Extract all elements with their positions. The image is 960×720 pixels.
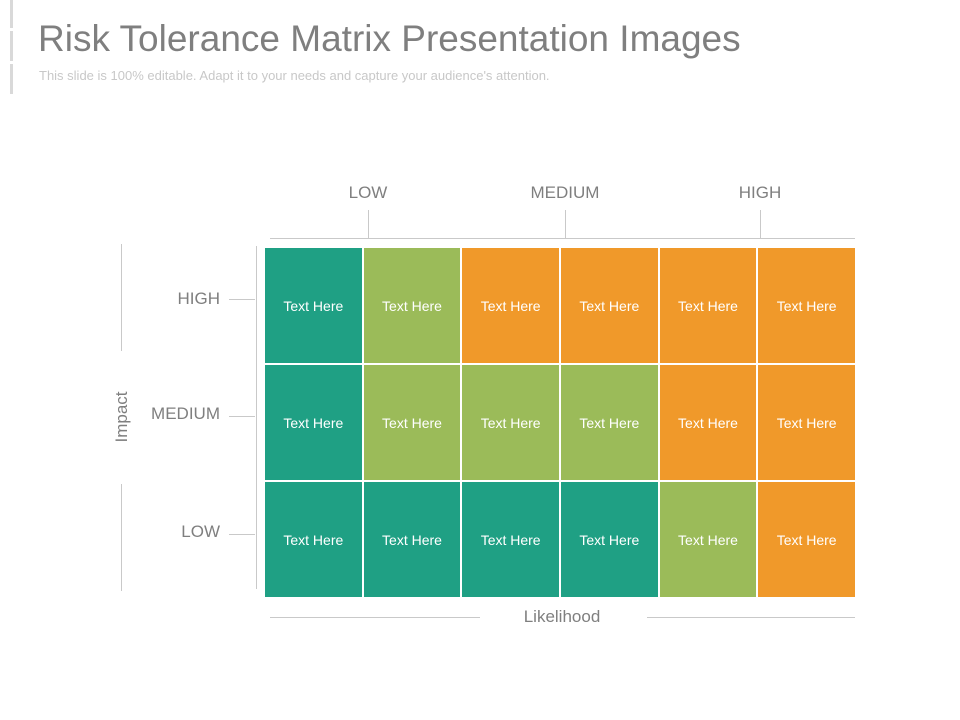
matrix-cell: Text Here <box>659 248 757 363</box>
page-subtitle: This slide is 100% editable. Adapt it to… <box>39 68 550 83</box>
title-accent-bar <box>10 64 13 94</box>
risk-matrix: Text Here Text Here Text Here Text Here Text… <box>265 248 855 597</box>
likelihood-axis-rule <box>270 617 480 618</box>
column-axis-rule <box>270 238 855 239</box>
matrix-cell: Text Here <box>462 365 559 480</box>
row-label-high: HIGH <box>177 289 221 308</box>
matrix-cell: Text Here <box>462 482 559 597</box>
matrix-cell: Text Here <box>560 365 658 480</box>
matrix-cell: Text Here <box>758 248 855 363</box>
column-label-medium: MEDIUM <box>530 183 600 202</box>
matrix-cell: Text Here <box>462 248 559 363</box>
impact-axis-rule <box>121 484 122 591</box>
column-tick <box>760 210 761 238</box>
matrix-cell: Text Here <box>265 482 362 597</box>
matrix-cell: Text Here <box>363 482 461 597</box>
row-axis-rule <box>256 246 257 589</box>
likelihood-axis-rule <box>647 617 855 618</box>
title-accent-bar <box>10 0 13 28</box>
column-tick <box>368 210 369 238</box>
title-accent-bar <box>10 31 13 61</box>
row-tick <box>229 534 255 535</box>
matrix-cell: Text Here <box>560 248 658 363</box>
impact-axis-rule <box>121 244 122 351</box>
matrix-cell: Text Here <box>265 365 362 480</box>
matrix-cell: Text Here <box>560 482 658 597</box>
row-tick <box>229 299 255 300</box>
column-label-low: LOW <box>348 183 388 202</box>
matrix-cell: Text Here <box>758 365 855 480</box>
matrix-cell: Text Here <box>265 248 362 363</box>
row-label-low: LOW <box>181 522 220 541</box>
matrix-cell: Text Here <box>758 482 855 597</box>
page-title: Risk Tolerance Matrix Presentation Image… <box>38 18 741 59</box>
impact-axis-label: Impact <box>112 391 131 443</box>
row-label-medium: MEDIUM <box>151 404 220 423</box>
matrix-cell: Text Here <box>363 365 461 480</box>
matrix-cell: Text Here <box>659 365 757 480</box>
matrix-cell: Text Here <box>363 248 461 363</box>
matrix-cell: Text Here <box>659 482 757 597</box>
column-tick <box>565 210 566 238</box>
row-tick <box>229 416 255 417</box>
likelihood-axis-label: Likelihood <box>523 607 601 626</box>
column-label-high: HIGH <box>738 183 782 202</box>
